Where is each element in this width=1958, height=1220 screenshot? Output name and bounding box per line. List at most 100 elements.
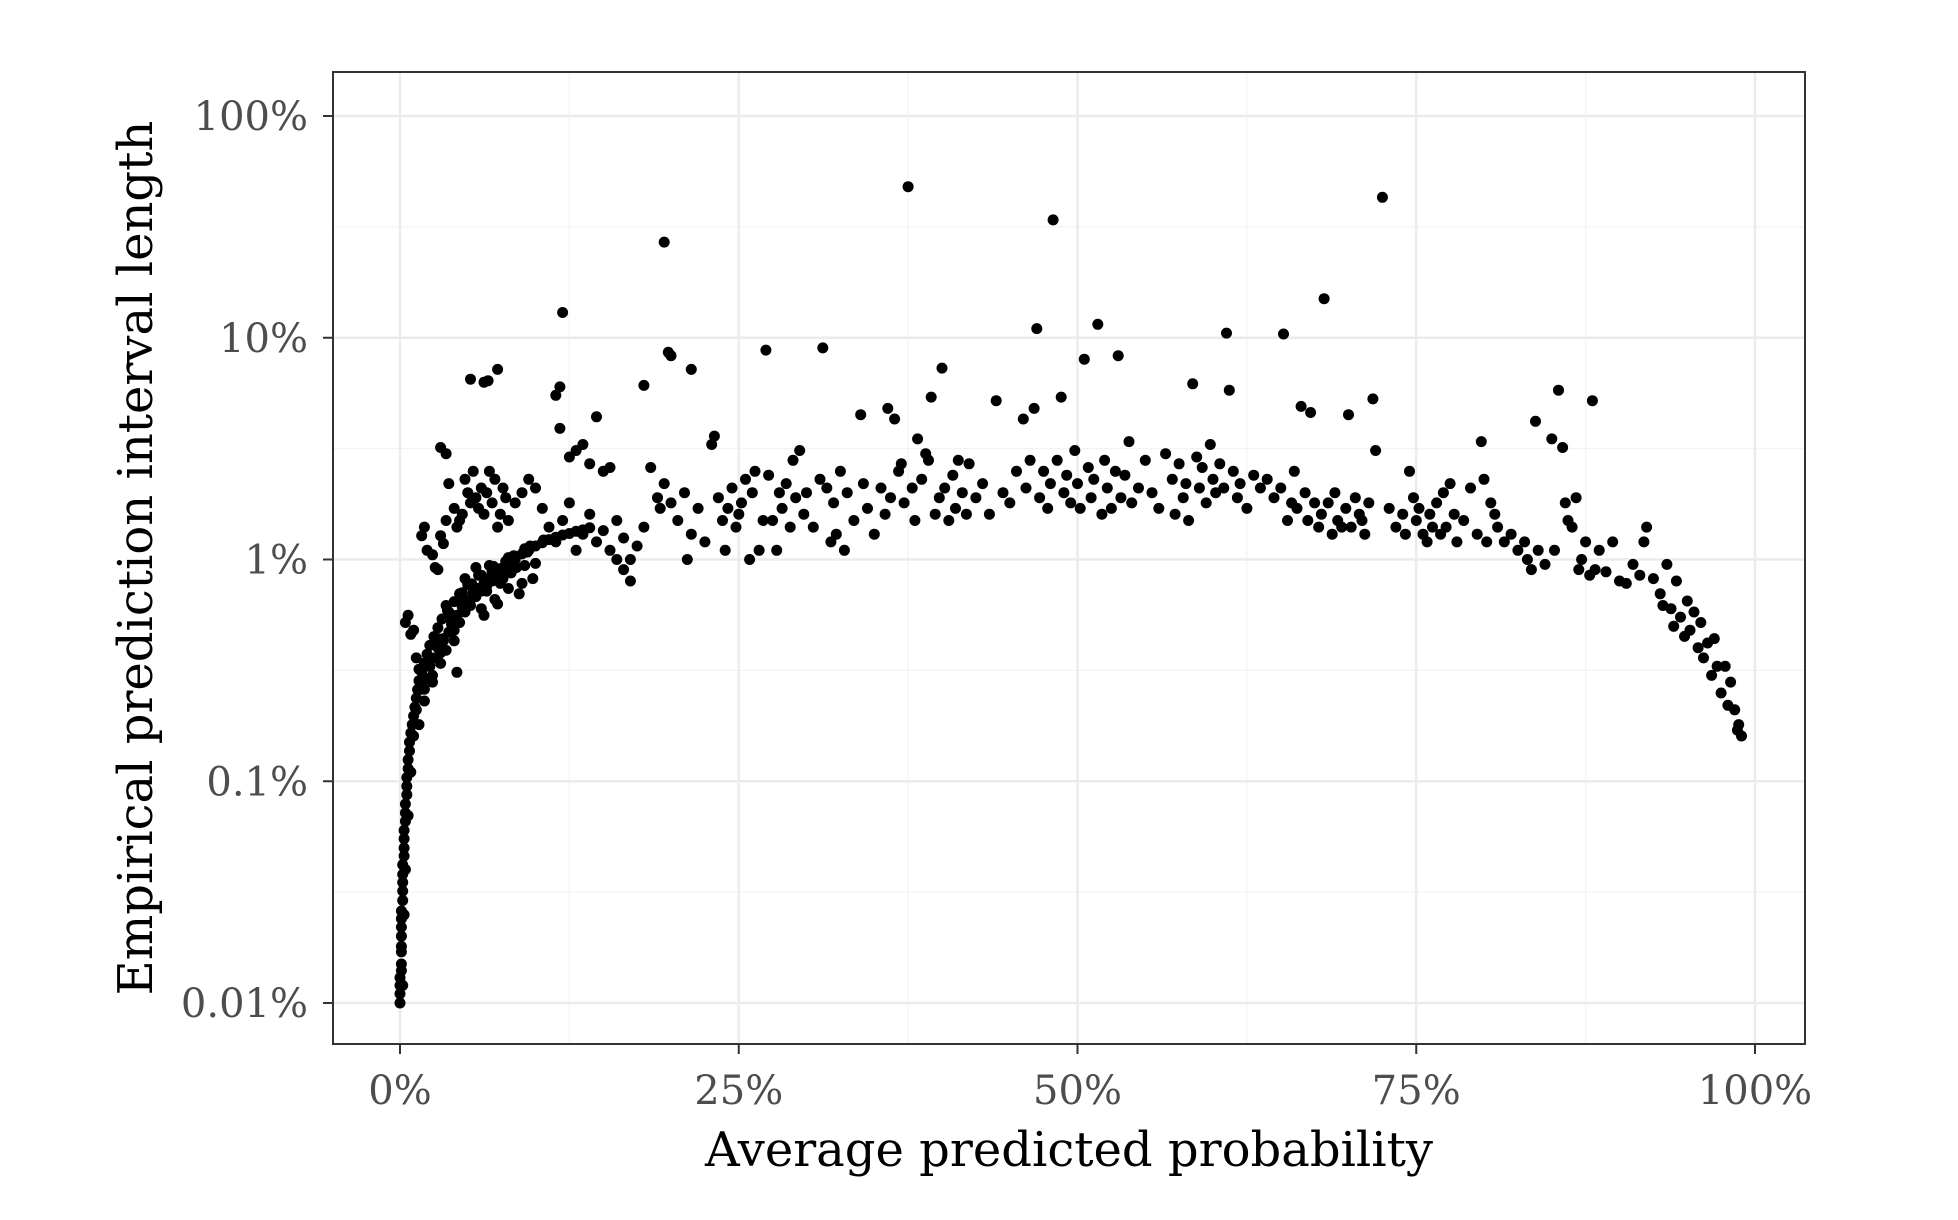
data-point	[416, 530, 428, 542]
data-point	[1004, 497, 1016, 509]
data-point	[1028, 402, 1040, 414]
data-point	[1017, 413, 1029, 425]
data-point	[523, 473, 535, 485]
data-point	[1729, 704, 1741, 716]
data-point	[413, 663, 425, 675]
data-point	[513, 588, 525, 600]
data-point	[557, 515, 569, 526]
data-point	[1096, 508, 1108, 520]
data-point	[1055, 391, 1067, 403]
data-point	[502, 583, 514, 594]
data-point	[1620, 577, 1632, 589]
data-point	[1268, 492, 1280, 504]
data-point	[500, 492, 512, 504]
data-point	[1302, 515, 1314, 526]
data-point	[1711, 660, 1723, 672]
data-point	[500, 555, 512, 567]
data-point	[1706, 669, 1718, 681]
data-point	[1191, 451, 1203, 463]
data-point	[397, 876, 409, 888]
data-point	[1166, 473, 1178, 485]
data-point	[889, 413, 901, 425]
data-point	[1546, 433, 1558, 445]
data-point	[1318, 293, 1330, 305]
x-tick-label: 75%	[1372, 1068, 1461, 1114]
data-point	[611, 515, 623, 526]
data-point	[730, 521, 742, 533]
data-point	[1248, 469, 1260, 481]
data-point	[1654, 588, 1666, 600]
data-point	[1586, 395, 1598, 407]
data-point	[397, 885, 409, 897]
data-point	[1668, 620, 1680, 632]
data-point	[530, 557, 541, 569]
data-point	[1119, 469, 1131, 481]
data-point	[983, 508, 995, 520]
data-point	[1607, 536, 1619, 548]
data-point	[432, 564, 444, 576]
data-point	[1627, 558, 1639, 570]
data-point	[936, 362, 948, 374]
data-point	[1196, 462, 1208, 473]
data-point	[524, 540, 536, 552]
data-point	[1485, 497, 1497, 509]
data-point	[584, 458, 596, 470]
data-point	[885, 492, 896, 504]
data-point	[1261, 473, 1273, 485]
data-point	[733, 508, 745, 520]
data-point	[1638, 536, 1650, 548]
data-point	[1570, 492, 1582, 504]
data-point	[757, 515, 769, 526]
data-point	[916, 473, 928, 485]
data-point	[1177, 492, 1189, 504]
data-point	[1397, 508, 1409, 520]
data-point	[1042, 502, 1054, 514]
data-point	[482, 375, 494, 387]
data-point	[895, 458, 907, 470]
data-point	[1489, 508, 1501, 520]
data-point	[494, 508, 506, 520]
data-point	[405, 766, 417, 778]
data-point	[1736, 730, 1747, 742]
data-point	[1383, 502, 1395, 514]
data-point	[486, 566, 498, 578]
data-point	[1047, 214, 1059, 226]
data-point	[1034, 492, 1046, 504]
data-point	[1123, 436, 1135, 448]
data-point	[519, 560, 531, 571]
data-point	[624, 554, 636, 565]
data-point	[394, 988, 406, 1000]
data-point	[1580, 536, 1592, 548]
data-point	[1512, 544, 1524, 556]
data-point	[1505, 528, 1517, 540]
data-point	[395, 940, 407, 952]
data-point	[1072, 478, 1083, 490]
data-point	[1126, 497, 1138, 509]
data-point	[1684, 624, 1696, 636]
data-point	[394, 997, 406, 1009]
y-tick-label: 0.01%	[181, 981, 308, 1027]
data-point	[736, 497, 747, 509]
data-point	[1024, 454, 1036, 466]
data-point	[1576, 554, 1588, 565]
data-point	[527, 573, 539, 585]
data-point	[554, 381, 566, 393]
data-point	[1069, 445, 1081, 456]
data-point	[1475, 436, 1487, 448]
data-point	[489, 473, 501, 485]
data-point	[1549, 544, 1560, 556]
data-point	[672, 515, 684, 526]
data-point	[1207, 473, 1219, 485]
data-point	[473, 569, 485, 581]
data-point	[1600, 566, 1612, 578]
data-point	[395, 958, 407, 970]
data-point	[1183, 515, 1195, 526]
data-point	[440, 448, 452, 460]
data-point	[435, 647, 447, 659]
data-point	[1133, 482, 1144, 494]
data-point	[410, 704, 422, 716]
data-point	[397, 979, 409, 991]
data-point	[879, 508, 891, 520]
data-point	[1471, 528, 1483, 540]
data-point	[456, 508, 468, 520]
